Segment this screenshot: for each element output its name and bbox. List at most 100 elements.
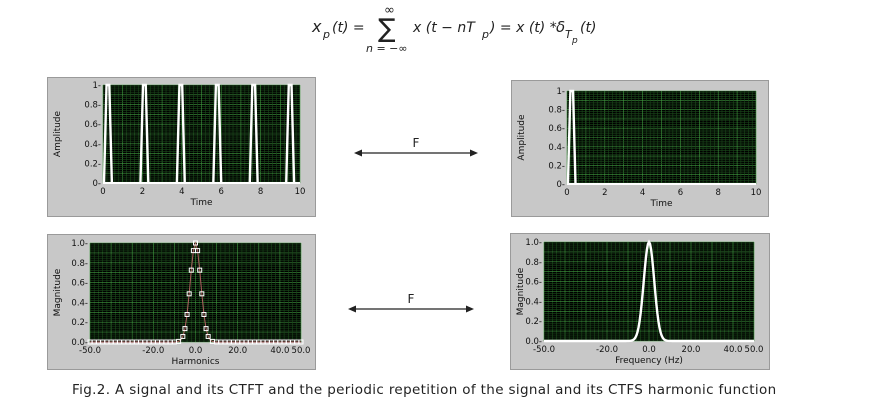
x-tick-label: 10 bbox=[295, 187, 306, 197]
y-axis-title: Amplitude bbox=[53, 110, 63, 157]
figure-caption: Fig.2. A signal and its CTFT and the per… bbox=[72, 382, 777, 398]
y-axis-title: Amplitude bbox=[517, 114, 527, 161]
arrow-head-left bbox=[354, 149, 362, 157]
formula-delta-subsubscript: p bbox=[571, 36, 578, 46]
x-tick-label: -20.0 bbox=[596, 345, 618, 355]
harmonic-point bbox=[199, 291, 205, 297]
x-tick-label: 6 bbox=[218, 187, 223, 197]
x-tick-label: 50.0 bbox=[292, 346, 311, 356]
fourier-transform-arrow-top: F bbox=[350, 132, 482, 162]
x-tick-label: 2 bbox=[602, 188, 607, 198]
y-tick-label: 0.4- bbox=[525, 297, 542, 307]
y-tick-label: 1- bbox=[557, 87, 565, 97]
harmonic-point bbox=[205, 333, 211, 339]
y-axis-title: Magnitude bbox=[53, 268, 63, 316]
grid bbox=[566, 90, 757, 185]
grid bbox=[89, 242, 302, 343]
y-tick-label: 0.8- bbox=[548, 106, 565, 116]
y-tick-label: 0.8- bbox=[71, 259, 88, 269]
fourier-transform-arrow-bottom: F bbox=[344, 288, 478, 318]
pulse-0 bbox=[102, 83, 114, 184]
y-tick-label: 0- bbox=[557, 180, 565, 190]
x-tick-label: 20.0 bbox=[682, 345, 701, 355]
arrow-head-left bbox=[348, 305, 356, 313]
formula-delta-argument: (t) bbox=[580, 20, 596, 36]
x-tick-label: 0 bbox=[564, 188, 569, 198]
formula-term-subscript: p bbox=[481, 28, 489, 41]
pulse-5 bbox=[285, 83, 296, 184]
x-tick-label: -50.0 bbox=[533, 345, 555, 355]
x-tick-label: 4 bbox=[640, 188, 645, 198]
harmonic-point bbox=[184, 311, 190, 317]
formula-term: x (t − nT bbox=[412, 20, 476, 36]
y-tick-label: 0.2- bbox=[84, 159, 101, 169]
y-tick-label: 1- bbox=[93, 81, 101, 91]
y-tick-label: 0.2- bbox=[71, 318, 88, 328]
harmonic-point bbox=[298, 339, 304, 345]
formula-convolution: ) = x (t) * bbox=[489, 20, 557, 36]
formula-lhs-symbol: x bbox=[311, 17, 322, 36]
pulse-2 bbox=[175, 83, 186, 184]
harmonic-point bbox=[195, 248, 201, 254]
y-tick-label: 0.2- bbox=[548, 161, 565, 171]
x-axis-title: Harmonics bbox=[172, 357, 220, 367]
arrow-head-right bbox=[470, 149, 478, 157]
formula-delta: δ bbox=[556, 18, 565, 36]
x-tick-label: 0 bbox=[100, 187, 105, 197]
periodic-repetition-formula: x p (t) = ∞ ∑ n = −∞ x (t − nT p ) = x (… bbox=[311, 3, 596, 55]
formula-sum-symbol: ∑ bbox=[378, 14, 396, 44]
harmonic-point bbox=[182, 326, 188, 332]
x-tick-label: 20.0 bbox=[228, 346, 247, 356]
x-tick-label: 0.0 bbox=[642, 345, 656, 355]
x-tick-label: -50.0 bbox=[79, 346, 101, 356]
harmonic-point bbox=[180, 333, 186, 339]
x-tick-label: 0.0 bbox=[189, 346, 203, 356]
x-axis-title: Time bbox=[649, 199, 672, 209]
x-axis-title: Frequency (Hz) bbox=[615, 356, 683, 366]
pulse-3 bbox=[212, 83, 223, 184]
x-axis-title: Time bbox=[189, 198, 212, 208]
periodic-signal-graph: 0- 0.2- 0.4- 0.6- 0.8- 1- 0 2 4 6 8 10 Time Amplitude bbox=[47, 77, 316, 217]
harmonic-point bbox=[188, 267, 194, 273]
grid bbox=[102, 84, 301, 184]
pulse-1 bbox=[139, 83, 150, 184]
x-tick-label: -20.0 bbox=[142, 346, 164, 356]
y-tick-label: 0.4- bbox=[71, 298, 88, 308]
x-tick-label: 6 bbox=[678, 188, 683, 198]
x-tick-label: 2 bbox=[140, 187, 145, 197]
transform-label-bottom: F bbox=[408, 292, 415, 306]
y-tick-label: 0.6- bbox=[548, 124, 565, 134]
formula-lhs-subscript: p bbox=[322, 28, 330, 41]
ctfs-harmonic-graph: 0.0- 0.2- 0.4- 0.6- 0.8- 1.0- -50.0 -20.0 0.0 20.… bbox=[47, 234, 316, 370]
pulse-0 bbox=[566, 89, 577, 185]
single-pulse-graph: 0- 0.2- 0.4- 0.6- 0.8- 1- 0 2 4 6 8 10 Time Amplitude bbox=[511, 80, 769, 217]
harmonic-point bbox=[197, 267, 203, 273]
ctft-spectrum-graph: 0.0- 0.2- 0.4- 0.6- 0.8- 1.0- -50.0 -20.0 0.0 20.… bbox=[510, 233, 770, 370]
harmonic-point bbox=[201, 311, 207, 317]
x-tick-label: 8 bbox=[715, 188, 720, 198]
y-tick-label: 0.0- bbox=[525, 337, 542, 347]
y-tick-label: 0.6- bbox=[525, 278, 542, 288]
transform-label-top: F bbox=[413, 136, 420, 150]
harmonic-point bbox=[193, 240, 198, 246]
pulse-4 bbox=[248, 83, 259, 184]
x-tick-label: 50.0 bbox=[745, 345, 764, 355]
formula-sum-lower-limit: n = −∞ bbox=[366, 42, 408, 55]
y-tick-label: 0.6- bbox=[84, 120, 101, 130]
y-tick-label: 0.2- bbox=[525, 317, 542, 327]
y-tick-label: 0.4- bbox=[84, 140, 101, 150]
x-tick-label: 4 bbox=[179, 187, 184, 197]
y-tick-label: 0.8- bbox=[84, 101, 101, 111]
y-tick-label: 0.8- bbox=[525, 258, 542, 268]
harmonic-point bbox=[176, 338, 182, 344]
y-tick-label: 1.0- bbox=[71, 239, 88, 249]
y-tick-label: 0.6- bbox=[71, 279, 88, 289]
x-tick-label: 8 bbox=[258, 187, 263, 197]
y-tick-label: 1.0- bbox=[525, 238, 542, 248]
y-axis-title: Magnitude bbox=[516, 267, 526, 315]
arrow-head-right bbox=[466, 305, 474, 313]
x-tick-label: 40.0 bbox=[270, 346, 289, 356]
harmonic-point bbox=[186, 291, 192, 297]
harmonic-connector bbox=[90, 241, 301, 343]
y-tick-label: 0.0- bbox=[71, 338, 88, 348]
